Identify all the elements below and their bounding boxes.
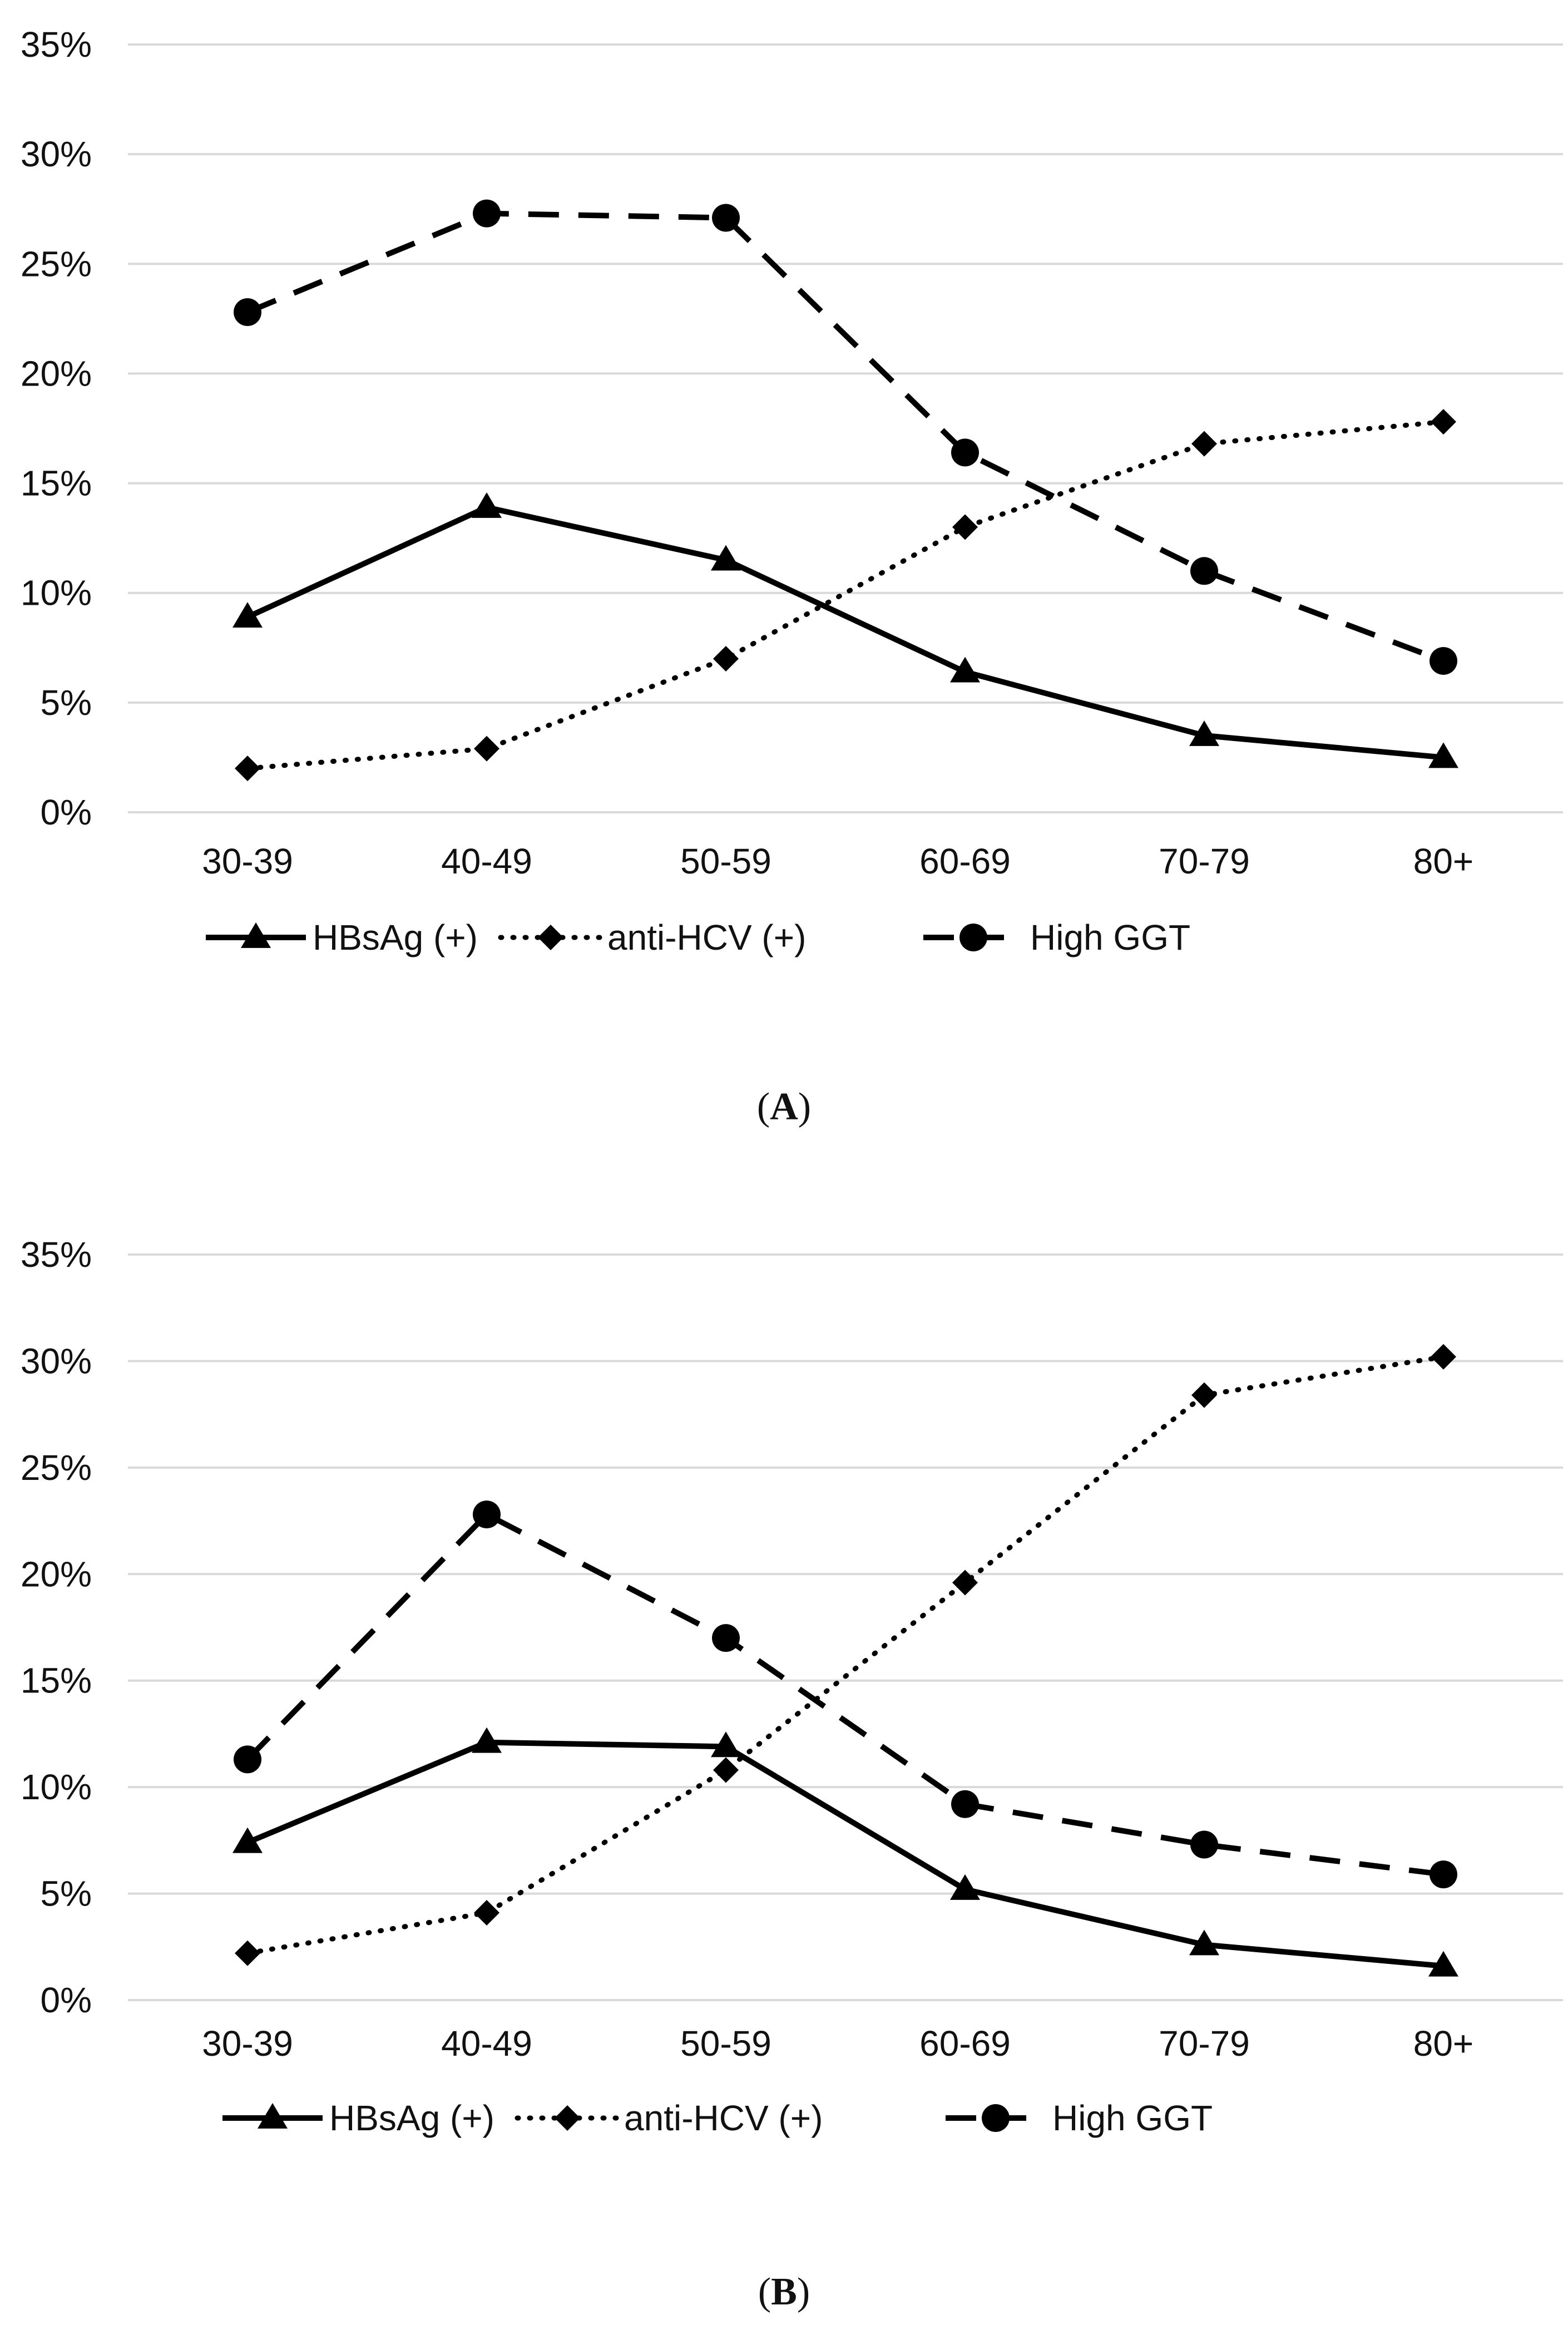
- x-tick-label: 70-79: [1159, 841, 1250, 881]
- series-line-high-ggt: [246, 210, 1445, 664]
- y-tick-label: 0%: [41, 792, 92, 832]
- y-tick-label: 15%: [21, 1661, 92, 1701]
- data-point-diamond: [235, 1940, 260, 1966]
- legend-label: anti-HCV (+): [607, 917, 806, 957]
- data-point-triangle: [233, 1827, 263, 1853]
- legend-marker-triangle: [258, 2103, 288, 2129]
- y-tick-label: 25%: [21, 1448, 92, 1488]
- x-tick-label: 40-49: [441, 2023, 532, 2064]
- y-tick-label: 30%: [21, 1341, 92, 1381]
- x-tick-label: 60-69: [919, 2023, 1011, 2064]
- chart-panel-a: 0% 5% 10% 15% 20% 25% 30% 35% 30-39 40-49 50-59 60-…: [21, 24, 1563, 1128]
- y-tick-label: 15%: [21, 463, 92, 503]
- panel-label-a: (A): [756, 1085, 812, 1128]
- x-tick-label: 60-69: [919, 841, 1011, 881]
- data-point-circle: [234, 298, 261, 327]
- y-tick-label: 20%: [21, 353, 92, 393]
- legend-label: HBsAg (+): [313, 917, 478, 957]
- chart-panel-b: 0% 5% 10% 15% 20% 25% 30% 35% 30-39 40-49 50-59 60-…: [0, 1191, 1568, 2325]
- data-point-circle: [234, 1745, 261, 1774]
- data-point-diamond: [1431, 409, 1456, 435]
- data-point-diamond: [474, 735, 499, 762]
- x-tick-label: 80+: [1413, 841, 1474, 881]
- y-tick-label: 20%: [21, 1554, 92, 1594]
- data-point-triangle: [711, 545, 741, 571]
- data-point-diamond: [713, 1757, 739, 1783]
- data-point-triangle: [1428, 1951, 1458, 1977]
- data-point-circle: [1190, 557, 1218, 585]
- data-point-triangle: [1189, 720, 1219, 746]
- x-tick-label: 30-39: [202, 841, 293, 881]
- y-tick-label: 30%: [21, 134, 92, 174]
- data-point-diamond: [713, 646, 739, 672]
- data-point-triangle: [711, 1731, 741, 1758]
- line-chart-a: 0% 5% 10% 15% 20% 25% 30% 35% 30-39 40-49 50-59 60-…: [21, 24, 1563, 957]
- x-tick-label: 70-79: [1159, 2023, 1250, 2064]
- legend-label: anti-HCV (+): [624, 2098, 823, 2138]
- x-tick-label: 30-39: [202, 2023, 293, 2064]
- x-tick-label: 80+: [1413, 2023, 1474, 2064]
- legend-marker-circle: [982, 2104, 1010, 2132]
- data-point-circle: [712, 1624, 740, 1652]
- line-chart-b: 0% 5% 10% 15% 20% 25% 30% 35% 30-39 40-49 50-59 60-…: [21, 1235, 1563, 2138]
- y-tick-label: 0%: [41, 1980, 92, 2020]
- legend-label: HBsAg (+): [329, 2098, 494, 2138]
- legend-marker-circle: [959, 924, 987, 951]
- y-tick-label: 5%: [41, 683, 92, 723]
- data-point-circle: [951, 1790, 979, 1818]
- data-point-circle: [1190, 1830, 1218, 1859]
- data-point-diamond: [952, 1569, 978, 1596]
- data-point-triangle: [950, 1874, 980, 1900]
- data-point-circle: [712, 204, 740, 232]
- y-tick-label: 35%: [21, 24, 92, 65]
- y-tick-label: 5%: [41, 1874, 92, 1914]
- y-tick-label: 10%: [21, 1767, 92, 1807]
- panel-label-b: (B): [758, 2270, 810, 2313]
- data-point-circle: [951, 438, 979, 467]
- data-point-diamond: [1191, 431, 1217, 457]
- legend-marker-triangle: [241, 922, 271, 948]
- data-point-diamond: [1191, 1382, 1217, 1408]
- y-tick-label: 25%: [21, 244, 92, 284]
- series-line-anti-hcv: [245, 1354, 1446, 1956]
- data-point-triangle: [1189, 1929, 1219, 1956]
- x-tick-label: 40-49: [441, 841, 532, 881]
- data-point-triangle: [472, 492, 502, 518]
- data-point-triangle: [233, 602, 263, 628]
- data-point-triangle: [472, 1727, 502, 1753]
- y-tick-label: 10%: [21, 573, 92, 613]
- data-point-diamond: [952, 514, 978, 540]
- data-point-circle: [1429, 646, 1457, 675]
- data-point-circle: [1429, 1860, 1457, 1889]
- legend-marker-diamond: [538, 925, 563, 950]
- x-tick-label: 50-59: [680, 2023, 771, 2064]
- data-point-triangle: [1428, 742, 1458, 768]
- x-tick-label: 50-59: [680, 841, 771, 881]
- series-line-hbsag: [246, 1739, 1444, 1969]
- legend-marker-diamond: [555, 2105, 580, 2131]
- data-point-circle: [473, 199, 501, 228]
- data-point-diamond: [235, 756, 260, 782]
- series-line-high-ggt: [245, 1512, 1444, 1878]
- data-point-diamond: [474, 1900, 499, 1926]
- data-point-triangle: [950, 656, 980, 683]
- series-line-hbsag: [246, 504, 1444, 761]
- y-tick-label: 35%: [21, 1235, 92, 1275]
- legend-label: High GGT: [1030, 917, 1190, 957]
- data-point-circle: [473, 1500, 501, 1529]
- legend-label: High GGT: [1052, 2098, 1213, 2138]
- data-point-diamond: [1431, 1344, 1456, 1370]
